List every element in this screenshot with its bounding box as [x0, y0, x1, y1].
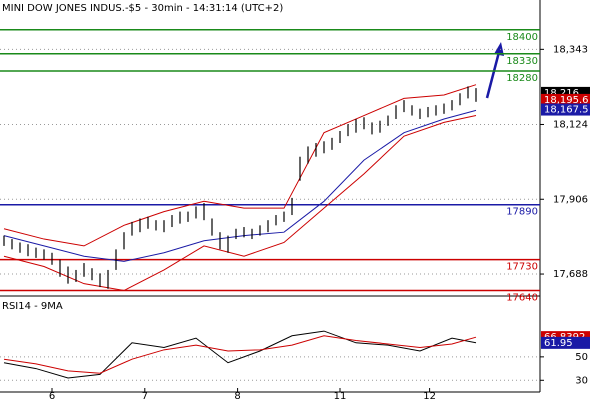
- rsi-line: [3, 330, 477, 379]
- chart-title: MINI DOW JONES INDUS.-$5 - 30min - 14:31…: [2, 3, 283, 14]
- price-marker: [541, 93, 590, 106]
- x-tick-label: 7: [142, 391, 148, 400]
- y-tick-label: 30: [575, 375, 588, 386]
- price-marker: [541, 103, 590, 116]
- overlay-line: [3, 84, 477, 247]
- level-label: 18330: [506, 56, 538, 67]
- level-label: 18400: [506, 32, 538, 43]
- level-label: 17730: [506, 262, 538, 273]
- x-tick-label: 12: [423, 391, 436, 400]
- price-marker-label: 18,195.6: [544, 95, 589, 106]
- price-marker-label: 18,216: [544, 88, 579, 99]
- y-tick-label: 17,688: [553, 269, 588, 280]
- rsi-title: RSI14 - 9MA: [2, 301, 63, 312]
- price-marker-label: 18,167.5: [544, 105, 589, 116]
- y-tick-label: 17,906: [553, 194, 588, 205]
- rsi-line: [3, 335, 477, 374]
- y-tick-label: 50: [575, 352, 588, 363]
- overlay-line: [3, 115, 477, 292]
- y-tick-label: 18,124: [553, 119, 588, 130]
- level-label: 18280: [506, 73, 538, 84]
- price-marker-label: 61.95: [544, 338, 573, 349]
- arrow-line: [485, 51, 501, 99]
- level-label: 17890: [506, 207, 538, 218]
- level-label: 17640: [506, 293, 538, 304]
- x-tick-label: 11: [334, 391, 347, 400]
- x-tick-label: 8: [234, 391, 240, 400]
- y-tick-label: 18,343: [553, 44, 588, 55]
- arrow-head: [494, 42, 504, 56]
- x-tick-label: 6: [49, 391, 55, 400]
- forecast-arrow: [485, 42, 504, 99]
- price-marker: [541, 336, 590, 349]
